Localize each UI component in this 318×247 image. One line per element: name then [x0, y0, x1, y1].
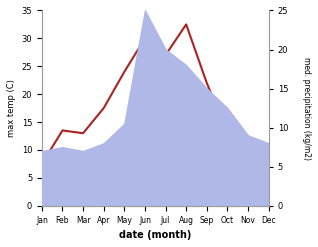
- Y-axis label: max temp (C): max temp (C): [7, 79, 16, 137]
- X-axis label: date (month): date (month): [119, 230, 191, 240]
- Y-axis label: med. precipitation (kg/m2): med. precipitation (kg/m2): [302, 57, 311, 160]
